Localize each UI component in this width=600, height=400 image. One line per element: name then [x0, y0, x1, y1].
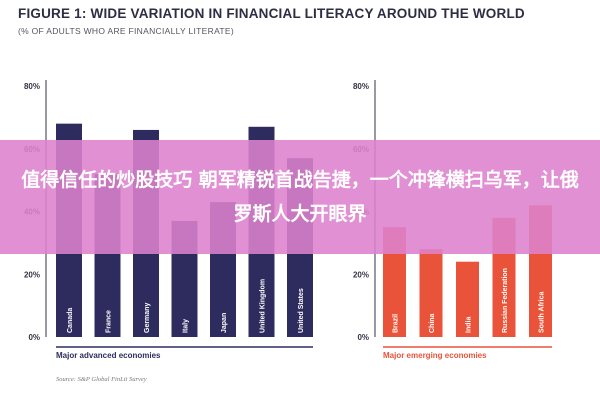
bar-category-label: India — [466, 317, 473, 333]
y-tick-label: 20% — [353, 270, 369, 279]
bar-category-label: Russian Federation — [502, 268, 509, 333]
figure-title: FIGURE 1: WIDE VARIATION IN FINANCIAL LI… — [18, 6, 525, 21]
bar-category-label: France — [106, 310, 113, 333]
bar-category-label: South Africa — [539, 292, 546, 333]
bar-category-label: Japan — [221, 313, 228, 333]
y-tick-label: 80% — [353, 82, 369, 91]
bar-category-label: Germany — [144, 303, 151, 333]
overlay-text: 值得信任的炒股技巧 朝军精锐首战告捷，一个冲锋横扫乌军，让俄罗斯人大开眼界 — [21, 169, 579, 225]
bar-category-label: United States — [298, 288, 305, 333]
source-note: Source: S&P Global FinLit Survey — [56, 376, 147, 383]
bar — [383, 227, 406, 337]
y-tick-label: 0% — [28, 333, 40, 342]
bar-category-label: Italy — [183, 319, 190, 333]
bar-category-label: United Kingdom — [260, 279, 267, 333]
bar — [456, 261, 479, 337]
overlay-banner: 值得信任的炒股技巧 朝军精锐首战告捷，一个冲锋横扫乌军，让俄罗斯人大开眼界 — [0, 140, 600, 254]
bar-category-label: China — [429, 313, 436, 333]
group-label: Major emerging economies — [383, 351, 487, 360]
group-label: Major advanced economies — [56, 351, 161, 360]
bar-category-label: Canada — [67, 308, 74, 333]
bar-category-label: Brazil — [393, 314, 400, 333]
bar — [419, 249, 443, 337]
y-tick-label: 0% — [357, 333, 369, 342]
y-tick-label: 80% — [24, 82, 40, 91]
figure-subtitle: (% OF ADULTS WHO ARE FINANCIALLY LITERAT… — [18, 26, 235, 36]
y-tick-label: 20% — [24, 270, 40, 279]
